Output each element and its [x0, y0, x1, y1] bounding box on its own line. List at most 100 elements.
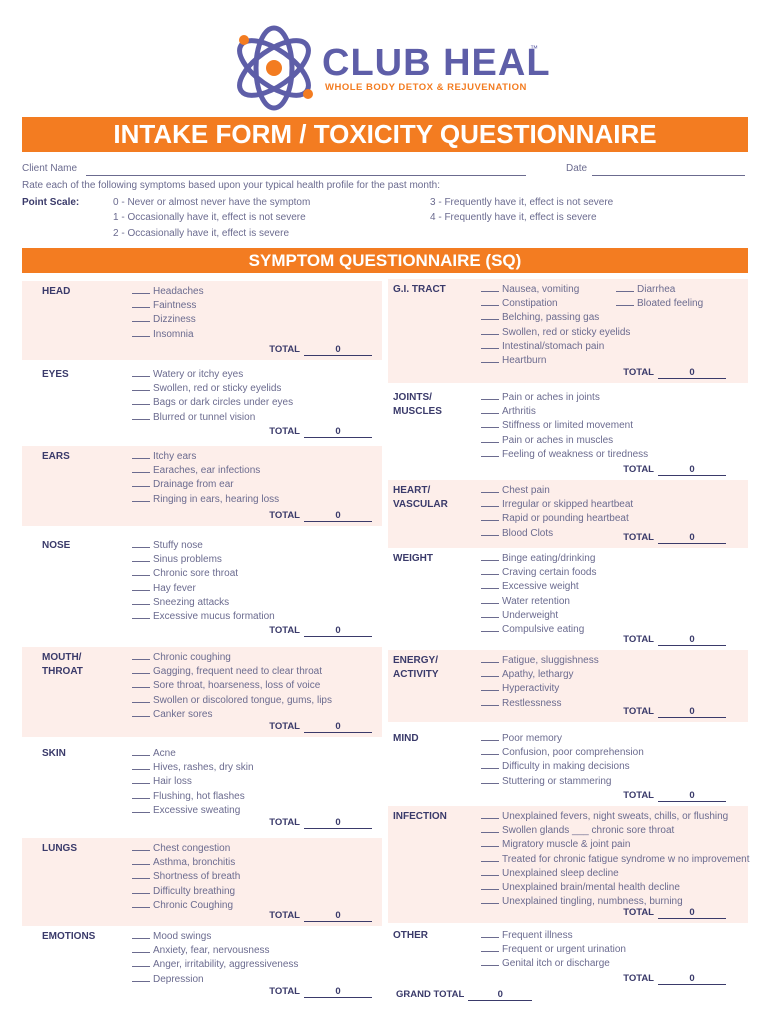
symptom-text: Depression — [153, 973, 204, 985]
blank — [132, 774, 150, 785]
blank — [132, 381, 150, 392]
symptom: Genital itch or discharge — [481, 956, 610, 971]
blank — [481, 339, 499, 349]
blank — [132, 664, 150, 675]
point-scale-item: 3 - Frequently have it, effect is not se… — [430, 197, 614, 208]
blank — [132, 581, 150, 591]
symptom: Craving certain foods — [481, 565, 597, 580]
grand-total-value: 0 — [468, 989, 533, 1001]
total-value: 0 — [304, 986, 372, 998]
total: TOTAL 0 — [269, 986, 372, 998]
symptom: Pain or aches in joints — [481, 390, 600, 405]
total: TOTAL 0 — [623, 790, 726, 802]
section: MOUTH/ THROAT Chronic coughing Gagging, fr… — [22, 647, 382, 737]
blank — [132, 449, 150, 459]
section-name: ENERGY/ ACTIVITY — [393, 655, 439, 680]
total-label: TOTAL — [623, 367, 654, 378]
blank — [481, 511, 499, 522]
blank — [132, 943, 150, 954]
symptom: Anger, irritability, aggressiveness — [132, 957, 298, 972]
symptom: Pain or aches in muscles — [481, 433, 613, 448]
blank — [132, 477, 150, 488]
blank — [132, 463, 150, 474]
total-value: 0 — [304, 817, 372, 829]
symptom-text: Water retention — [502, 595, 570, 607]
blank — [132, 650, 150, 660]
symptom-text: Swollen glands ___ chronic sore throat — [502, 825, 675, 837]
blank — [132, 395, 150, 406]
symptom-text: Heartburn — [502, 355, 547, 366]
blank — [481, 579, 499, 590]
symptom: Confusion, poor comprehension — [481, 745, 644, 760]
symptom: Excessive sweating — [132, 803, 240, 818]
symptom: Gagging, frequent need to clear throat — [132, 664, 322, 679]
symptom-text: Sore throat, hoarseness, loss of voice — [153, 680, 321, 692]
symptom: Treated for chronic fatigue syndrome w n… — [481, 852, 750, 867]
symptom-text: Headaches — [153, 286, 204, 297]
total: TOTAL 0 — [269, 910, 372, 922]
section: OTHER Frequent illness Frequent or urgent … — [388, 925, 748, 989]
symptom-text: Faintness — [153, 300, 197, 312]
blank — [132, 312, 150, 323]
symptom: Sinus problems — [132, 552, 222, 567]
symptom: Acne — [132, 746, 176, 761]
blank — [481, 282, 499, 292]
tagline: WHOLE BODY DETOX & REJUVENATION — [325, 82, 527, 93]
section: ENERGY/ ACTIVITY Fatigue, sluggishness Apa… — [388, 650, 748, 722]
symptom-text: Stiffness or limited movement — [502, 420, 633, 432]
symptom: Swollen glands ___ chronic sore throat — [481, 823, 674, 838]
symptom: Sore throat, hoarseness, loss of voice — [132, 678, 320, 693]
blank — [132, 855, 150, 866]
symptom-text: Excessive weight — [502, 581, 579, 593]
blank — [481, 696, 499, 706]
blank — [132, 746, 150, 756]
total-label: TOTAL — [623, 790, 654, 801]
section: MIND Poor memory Confusion, poor comprehen… — [388, 728, 748, 806]
total-label: TOTAL — [269, 986, 300, 997]
total: TOTAL 0 — [623, 907, 726, 919]
section-name: HEAD — [42, 286, 71, 297]
blank — [481, 809, 499, 819]
blank — [481, 526, 499, 536]
symptom: Anxiety, fear, nervousness — [132, 943, 270, 958]
symptom: Watery or itchy eyes — [132, 367, 243, 382]
symptom: Excessive mucus formation — [132, 609, 275, 624]
total-value: 0 — [658, 907, 726, 919]
section-name: SKIN — [42, 748, 66, 759]
blank — [481, 880, 499, 890]
symptom-text: Apathy, lethargy — [502, 669, 574, 681]
total: TOTAL 0 — [269, 721, 372, 733]
symptom: Restlessness — [481, 696, 561, 711]
blank — [481, 837, 499, 848]
symptom-text: Bloated feeling — [637, 298, 704, 310]
symptom-text: Difficulty in making decisions — [502, 761, 630, 773]
total-value: 0 — [658, 706, 726, 718]
symptom-text: Pain or aches in muscles — [502, 434, 614, 446]
blank — [481, 745, 499, 756]
blank — [481, 353, 499, 363]
blank — [132, 929, 150, 939]
symptom: Asthma, bronchitis — [132, 855, 235, 870]
symptom-text: Stuffy nose — [153, 540, 203, 551]
section-name: LUNGS — [42, 843, 77, 854]
symptom-text: Arthritis — [502, 406, 536, 418]
symptom-text: Feeling of weakness or tiredness — [502, 448, 649, 460]
total-value: 0 — [658, 790, 726, 802]
total: TOTAL 0 — [269, 817, 372, 829]
symptom-text: Asthma, bronchitis — [153, 857, 236, 869]
total-label: TOTAL — [269, 817, 300, 828]
symptom-text: Drainage from ear — [153, 479, 234, 491]
section: WEIGHT Binge eating/drinking Craving certa… — [388, 548, 748, 650]
blank — [132, 678, 150, 689]
symptom: Hair loss — [132, 774, 192, 789]
symptom: Itchy ears — [132, 449, 196, 464]
symptom-text: Excessive mucus formation — [153, 611, 275, 622]
symptom: Hyperactivity — [481, 681, 559, 696]
symptom-text: Chronic Coughing — [153, 899, 234, 911]
symptom: Bloated feeling — [616, 296, 703, 311]
symptom: Mood swings — [132, 929, 211, 944]
symptom: Sneezing attacks — [132, 595, 229, 610]
symptom-text: Compulsive eating — [502, 624, 585, 635]
symptom-text: Blurred or tunnel vision — [153, 411, 256, 423]
blank — [132, 707, 150, 717]
